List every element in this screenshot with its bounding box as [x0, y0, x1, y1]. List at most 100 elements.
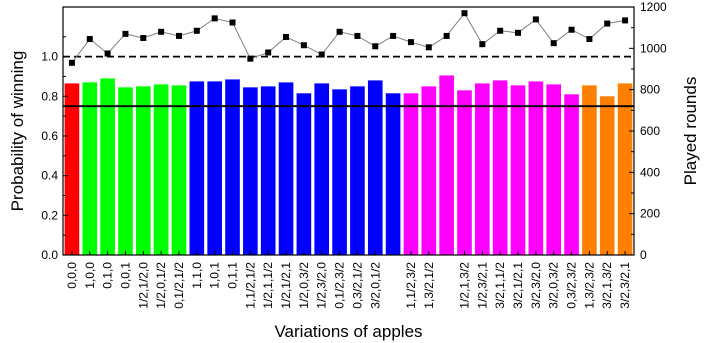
bar-25	[510, 85, 526, 256]
bar-0	[64, 83, 80, 255]
x-axis-label: Variations of apples	[274, 322, 422, 341]
played-rounds-point-23	[479, 41, 486, 48]
played-rounds-point-12	[283, 33, 290, 40]
x-tick-label-29: 1,3/2,3/2	[582, 262, 596, 309]
played-rounds-point-28	[568, 26, 575, 33]
y-tick-right-6: 1200	[640, 0, 667, 14]
x-tick-label-7: 1,1,0	[190, 262, 204, 289]
bar-12	[278, 82, 294, 255]
bar-21	[439, 75, 454, 255]
played-rounds-point-4	[140, 35, 147, 41]
bar-17	[367, 80, 383, 255]
bar-31	[617, 83, 633, 255]
bar-18	[385, 93, 401, 255]
x-tick-label-13: 1/2,0,3/2	[297, 262, 311, 309]
bar-9	[225, 79, 240, 255]
bar-7	[189, 81, 205, 256]
played-rounds-point-5	[158, 28, 165, 35]
x-tick-label-23: 1/2,3/2,1	[475, 262, 489, 309]
played-rounds-point-26	[532, 16, 539, 23]
bar-27	[546, 84, 562, 255]
played-rounds-point-16	[354, 32, 361, 39]
bar-4	[135, 86, 151, 255]
x-tick-label-0: 0,0,0	[65, 262, 79, 289]
bar-15	[332, 89, 347, 255]
x-tick-label-17: 3/2,0,1/2	[368, 262, 382, 309]
played-rounds-point-7	[193, 27, 200, 34]
bar-30	[599, 96, 615, 255]
bar-5	[153, 84, 169, 255]
played-rounds-point-14	[318, 51, 325, 58]
x-tick-label-30: 3/2,1,3/2	[600, 262, 614, 309]
played-rounds-point-25	[515, 29, 522, 36]
x-tick-label-26: 3/2,3/2,0	[529, 262, 543, 309]
played-rounds-line	[71, 12, 626, 64]
plot-area: 0.0 0.2 0.4 0.6 0.8 1.0 0 200 400 600 800 1000 1200 0…	[41, 0, 667, 309]
played-rounds-point-8	[211, 15, 218, 22]
y-tick-right-4: 800	[640, 83, 660, 97]
y-tick-left-3: 0.6	[41, 129, 58, 143]
y-tick-left-4: 0.8	[41, 89, 58, 103]
played-rounds-point-11	[265, 49, 272, 56]
x-tick-label-3: 0,0,1	[118, 262, 132, 289]
played-rounds-point-1	[86, 36, 93, 43]
x-tick-label-11: 1/2,1,1/2	[261, 262, 275, 309]
bar-10	[243, 87, 258, 255]
x-tick-label-24: 3/2,1,1/2	[493, 262, 507, 309]
bar-1	[82, 82, 98, 255]
played-rounds-point-2	[104, 50, 111, 57]
x-tick-label-25: 3/2,1/2,1	[511, 262, 525, 309]
y-tick-right-1: 200	[640, 207, 660, 221]
played-rounds-point-21	[443, 32, 450, 39]
y-axis-label-right: Played rounds	[681, 77, 700, 186]
bar-19	[403, 93, 419, 255]
played-rounds-point-15	[336, 28, 343, 35]
x-tick-label-5: 1/2,0,1/2	[154, 262, 168, 309]
y-axis-label-left: Probability of winning	[8, 51, 27, 212]
bar-11	[260, 86, 276, 255]
played-rounds-point-20	[425, 44, 432, 51]
played-rounds-point-3	[122, 30, 129, 37]
x-tick-label-4: 1/2,1/2,0	[136, 262, 150, 309]
y-tick-right-3: 600	[640, 124, 660, 138]
played-rounds-point-0	[68, 59, 75, 66]
y-tick-right-5: 1000	[640, 41, 667, 55]
played-rounds-point-18	[390, 32, 397, 39]
x-tick-label-6: 0,1/2,1/2	[172, 262, 186, 309]
x-tick-label-28: 0,3/2,3/2	[565, 262, 579, 309]
y-tick-left-0: 0.0	[41, 248, 58, 262]
x-tick-label-1: 1,0,0	[83, 262, 97, 289]
x-tick-label-20: 1,3/2,1/2	[422, 262, 436, 309]
played-rounds-point-17	[372, 43, 379, 50]
x-tick-label-27: 3/2,0,3/2	[547, 262, 561, 309]
played-rounds-point-22	[461, 10, 468, 17]
x-tick-label-9: 0,1,1	[226, 262, 240, 289]
bar-14	[314, 83, 330, 255]
y-tick-left-2: 0.4	[41, 169, 58, 183]
played-rounds-point-9	[229, 19, 236, 26]
played-rounds-point-27	[550, 40, 557, 47]
x-tick-label-22: 1/2,1,3/2	[457, 262, 471, 309]
bar-24	[492, 80, 508, 255]
y-tick-right-0: 0	[640, 248, 647, 262]
bar-28	[564, 94, 579, 255]
played-rounds-point-29	[586, 36, 593, 43]
y-tick-left-1: 0.2	[41, 208, 58, 222]
played-rounds-point-30	[604, 20, 611, 27]
bar-23	[475, 83, 490, 255]
bar-13	[296, 93, 312, 255]
bar-3	[118, 87, 133, 255]
bar-22	[457, 90, 472, 255]
y-tick-right-2: 400	[640, 165, 660, 179]
played-rounds-point-10	[247, 55, 254, 62]
bar-2	[100, 78, 115, 255]
bar-20	[421, 86, 437, 255]
x-tick-label-16: 0,3/2,1/2	[350, 262, 364, 309]
x-tick-label-15: 0,1/2,3/2	[333, 262, 347, 309]
x-tick-label-8: 1,0,1	[208, 262, 222, 289]
bar-8	[207, 81, 222, 256]
played-rounds-point-6	[175, 32, 182, 39]
played-rounds-point-31	[622, 17, 629, 24]
y-tick-left-5: 1.0	[41, 50, 58, 64]
